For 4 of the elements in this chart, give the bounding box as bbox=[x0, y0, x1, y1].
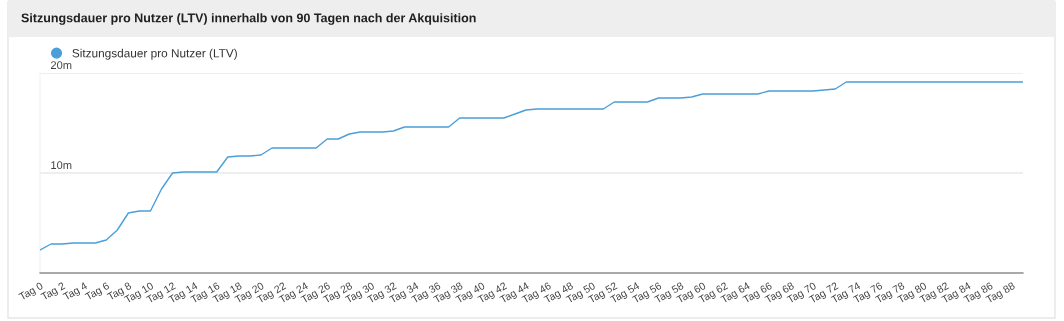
y-tick-label: 20m bbox=[50, 61, 72, 70]
y-tick-label: 10m bbox=[51, 161, 72, 170]
chart-title: Sitzungsdauer pro Nutzer (LTV) innerhalb von 90 Tagen nach der Akquisition bbox=[21, 13, 476, 25]
legend-label: Sitzungsdauer pro Nutzer (LTV) bbox=[72, 48, 237, 60]
